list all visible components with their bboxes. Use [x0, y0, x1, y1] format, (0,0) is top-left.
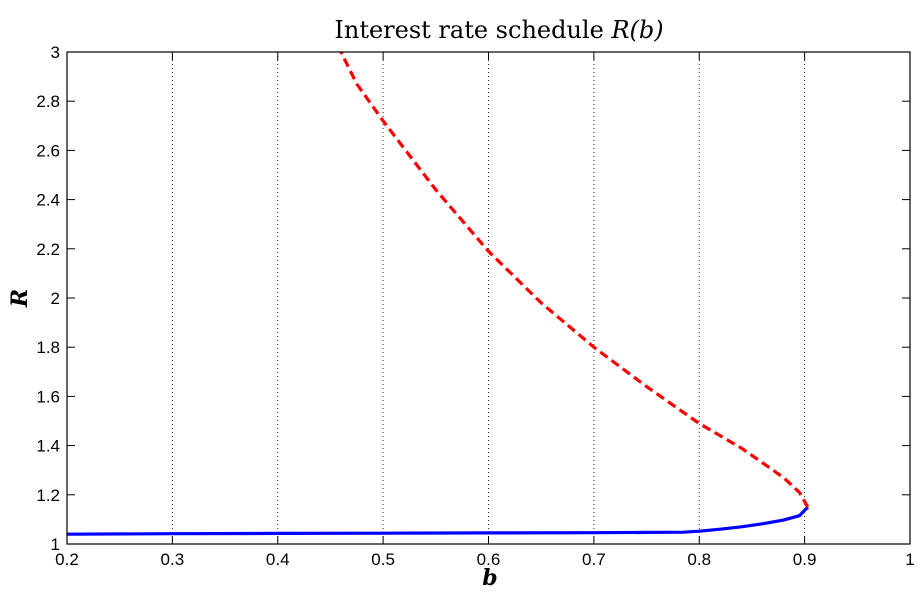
y-tick-label: 1: [51, 535, 60, 554]
plot-frame: [66, 51, 911, 545]
x-axis-label: b: [482, 565, 497, 591]
y-tick-labels: 1 1.2 1.4 1.6 1.8 2 2.2 2.4 2.6 2.8 3: [36, 43, 60, 554]
y-tick-label: 2.2: [36, 240, 60, 259]
y-tick-label: 1.6: [36, 387, 60, 406]
y-tick-label: 2.8: [36, 92, 60, 111]
chart-title: Interest rate schedule R(b): [334, 16, 663, 44]
x-tick-label: 0.8: [687, 550, 711, 569]
y-tick-label: 2: [51, 289, 60, 308]
y-tick-label: 1.2: [36, 486, 60, 505]
y-axis-label: R: [7, 289, 33, 308]
y-tick-label: 1.8: [36, 338, 60, 357]
series-line-1: [66, 505, 809, 536]
x-tick-label: 0.2: [55, 550, 79, 569]
x-tick-label: 0.7: [582, 550, 606, 569]
x-tick-label: 0.9: [793, 550, 817, 569]
series-layer: [66, 51, 810, 536]
x-tick-label: 0.3: [161, 550, 185, 569]
grid-lines: [171, 52, 806, 544]
y-tick-label: 2.4: [36, 191, 60, 210]
y-tick-label: 3: [51, 43, 60, 62]
x-tick-label: 0.6: [477, 550, 501, 569]
y-tick-label: 2.6: [36, 141, 60, 160]
y-tick-label: 1.4: [36, 437, 60, 456]
ticks: [66, 51, 911, 545]
x-tick-labels: 0.2 0.3 0.4 0.5 0.6 0.7 0.8 0.9 1: [55, 550, 915, 569]
x-tick-label: 1: [905, 550, 914, 569]
x-tick-label: 0.4: [266, 550, 290, 569]
series-line-2: [339, 51, 810, 508]
x-tick-label: 0.5: [371, 550, 395, 569]
